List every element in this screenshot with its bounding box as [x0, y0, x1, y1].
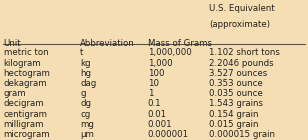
- Text: μm: μm: [80, 130, 94, 139]
- Text: dag: dag: [80, 79, 96, 88]
- Text: cg: cg: [80, 110, 90, 119]
- Text: hectogram: hectogram: [4, 69, 51, 78]
- Text: 100: 100: [148, 69, 164, 78]
- Text: hg: hg: [80, 69, 91, 78]
- Text: 1: 1: [148, 89, 153, 98]
- Text: kg: kg: [80, 59, 91, 67]
- Text: (approximate): (approximate): [209, 20, 270, 29]
- Text: U.S. Equivalent: U.S. Equivalent: [209, 4, 275, 13]
- Text: centigram: centigram: [4, 110, 48, 119]
- Text: g: g: [80, 89, 86, 98]
- Text: gram: gram: [4, 89, 26, 98]
- Text: 1.102 short tons: 1.102 short tons: [209, 48, 280, 57]
- Text: 10: 10: [148, 79, 159, 88]
- Text: t: t: [80, 48, 83, 57]
- Text: 0.000015 grain: 0.000015 grain: [209, 130, 275, 139]
- Text: 1.543 grains: 1.543 grains: [209, 99, 263, 108]
- Text: 0.001: 0.001: [148, 120, 172, 129]
- Text: dekagram: dekagram: [4, 79, 47, 88]
- Text: decigram: decigram: [4, 99, 44, 108]
- Text: 2.2046 pounds: 2.2046 pounds: [209, 59, 274, 67]
- Text: 0.000001: 0.000001: [148, 130, 189, 139]
- Text: 0.154 grain: 0.154 grain: [209, 110, 259, 119]
- Text: 1,000: 1,000: [148, 59, 172, 67]
- Text: milligram: milligram: [4, 120, 44, 129]
- Text: kilogram: kilogram: [4, 59, 41, 67]
- Text: Unit: Unit: [4, 39, 21, 48]
- Text: dg: dg: [80, 99, 91, 108]
- Text: 0.01: 0.01: [148, 110, 167, 119]
- Text: Mass of Grams: Mass of Grams: [148, 39, 212, 48]
- Text: 0.353 ounce: 0.353 ounce: [209, 79, 263, 88]
- Text: metric ton: metric ton: [4, 48, 48, 57]
- Text: 0.1: 0.1: [148, 99, 161, 108]
- Text: Abbreviation: Abbreviation: [80, 39, 135, 48]
- Text: 3.527 ounces: 3.527 ounces: [209, 69, 268, 78]
- Text: 0.035 ounce: 0.035 ounce: [209, 89, 263, 98]
- Text: microgram: microgram: [4, 130, 50, 139]
- Text: mg: mg: [80, 120, 94, 129]
- Text: 1,000,000: 1,000,000: [148, 48, 192, 57]
- Text: 0.015 grain: 0.015 grain: [209, 120, 259, 129]
